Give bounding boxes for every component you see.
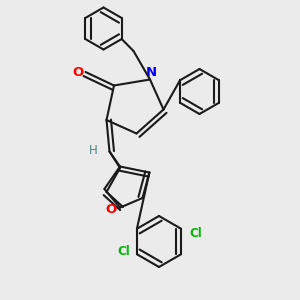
Text: N: N (146, 66, 157, 80)
Text: H: H (88, 143, 98, 157)
Text: O: O (105, 202, 117, 216)
Text: Cl: Cl (117, 245, 130, 258)
Text: Cl: Cl (189, 227, 202, 240)
Text: O: O (72, 65, 84, 79)
